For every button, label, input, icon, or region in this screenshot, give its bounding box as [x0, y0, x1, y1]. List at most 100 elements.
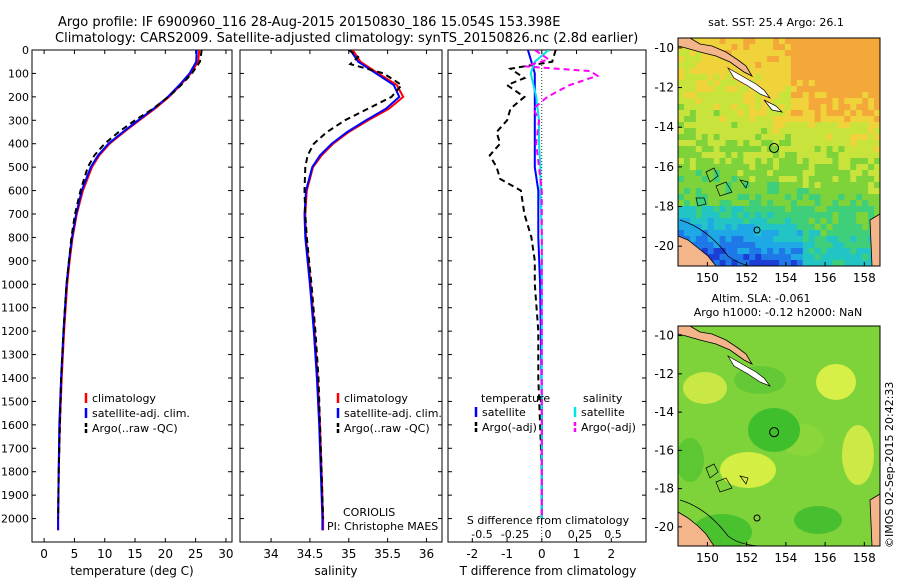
sst-cell — [695, 56, 703, 63]
sst-cell — [725, 182, 732, 189]
sst-cell — [737, 236, 744, 243]
sst-cell — [790, 104, 798, 111]
sst-cell — [814, 134, 821, 141]
sst-cell — [856, 62, 863, 69]
sst-cell — [779, 206, 786, 213]
sst-cell — [725, 170, 732, 177]
sst-cell — [725, 218, 732, 225]
sst-cell — [743, 44, 750, 51]
sst-cell — [868, 134, 875, 141]
sst-cell — [695, 188, 703, 195]
sst-cell — [844, 188, 851, 195]
sst-cell — [737, 200, 744, 207]
sst-cell — [814, 44, 821, 51]
sst-cell — [779, 122, 786, 129]
sst-cell — [802, 176, 810, 183]
sst-cell — [850, 146, 857, 153]
sst-cell — [773, 92, 780, 99]
sst-cell — [719, 206, 726, 213]
sst-cell — [796, 50, 804, 57]
sst-cell — [802, 62, 810, 69]
sst-cell — [779, 260, 786, 266]
sst-cell — [743, 188, 750, 195]
sst-cell — [814, 158, 821, 165]
sst-cell — [796, 182, 804, 189]
sst-cell — [814, 218, 821, 225]
sst-cell — [832, 110, 839, 117]
sst-cell — [779, 212, 786, 219]
sst-cell — [689, 176, 697, 183]
sst-cell — [790, 44, 798, 51]
sst-cell — [784, 176, 792, 183]
sst-cell — [761, 104, 768, 111]
sst-cell — [856, 158, 863, 165]
sst-cell — [773, 218, 780, 225]
sst-cell — [767, 146, 774, 153]
sst-cell — [737, 206, 744, 213]
sst-cell — [719, 218, 726, 225]
legend-label: satellite — [482, 406, 526, 419]
sst-cell — [814, 68, 821, 75]
sst-cell — [689, 164, 697, 171]
sst-cell — [790, 116, 798, 123]
sst-cell — [737, 56, 744, 63]
sst-cell — [779, 194, 786, 201]
sst-cell — [850, 260, 857, 266]
sst-cell — [755, 74, 762, 81]
sst-cell — [814, 236, 821, 243]
legend-heading-salinity: salinity — [583, 392, 623, 405]
sst-cell — [838, 146, 845, 153]
sst-cell — [832, 38, 839, 45]
sst-cell — [743, 176, 750, 183]
sst-cell — [719, 86, 726, 93]
sst-cell — [784, 188, 792, 195]
sst-cell — [749, 152, 756, 159]
sst-cell — [820, 152, 827, 159]
sst-cell — [802, 38, 810, 45]
sst-cell — [802, 230, 810, 237]
sst-cell — [713, 164, 720, 171]
sst-cell — [838, 98, 845, 105]
sst-cell — [844, 140, 851, 147]
sla-blob — [678, 438, 704, 482]
map-y-tick-label: -18 — [654, 200, 674, 214]
sst-cell — [719, 62, 726, 69]
sst-cell — [862, 146, 869, 153]
sst-cell — [826, 224, 833, 231]
sst-cell — [856, 206, 863, 213]
sst-cell — [850, 242, 857, 249]
sst-cell — [808, 50, 816, 57]
sst-cell — [701, 122, 709, 129]
sst-cell — [868, 104, 875, 111]
sla-blob — [748, 408, 800, 452]
sst-cell — [802, 242, 810, 249]
sst-cell — [844, 62, 851, 69]
sst-cell — [773, 182, 780, 189]
imos-timestamp: ©IMOS 02-Sep-2015 20:42:33 — [883, 382, 896, 548]
sst-cell — [731, 116, 738, 123]
sst-cell — [862, 200, 869, 207]
sst-cell — [832, 200, 839, 207]
sst-cell — [796, 200, 804, 207]
sst-cell — [779, 164, 786, 171]
map-x-tick-label: 150 — [696, 271, 719, 285]
sst-cell — [749, 212, 756, 219]
sst-cell — [832, 92, 839, 99]
sst-cell — [820, 200, 827, 207]
sst-cell — [790, 158, 798, 165]
sst-cell — [678, 194, 685, 201]
sst-cell — [731, 146, 738, 153]
sst-cell — [826, 110, 833, 117]
legend-label: climatology — [344, 392, 408, 405]
sst-cell — [773, 176, 780, 183]
sst-cell — [713, 134, 720, 141]
sst-cell — [874, 38, 880, 45]
sst-cell — [838, 176, 845, 183]
sst-cell — [874, 44, 880, 51]
sst-cell — [719, 110, 726, 117]
legend-label: Argo(-adj) — [581, 421, 636, 434]
sst-cell — [755, 164, 762, 171]
sst-cell — [731, 170, 738, 177]
sst-cell — [844, 176, 851, 183]
sst-cell — [808, 230, 816, 237]
